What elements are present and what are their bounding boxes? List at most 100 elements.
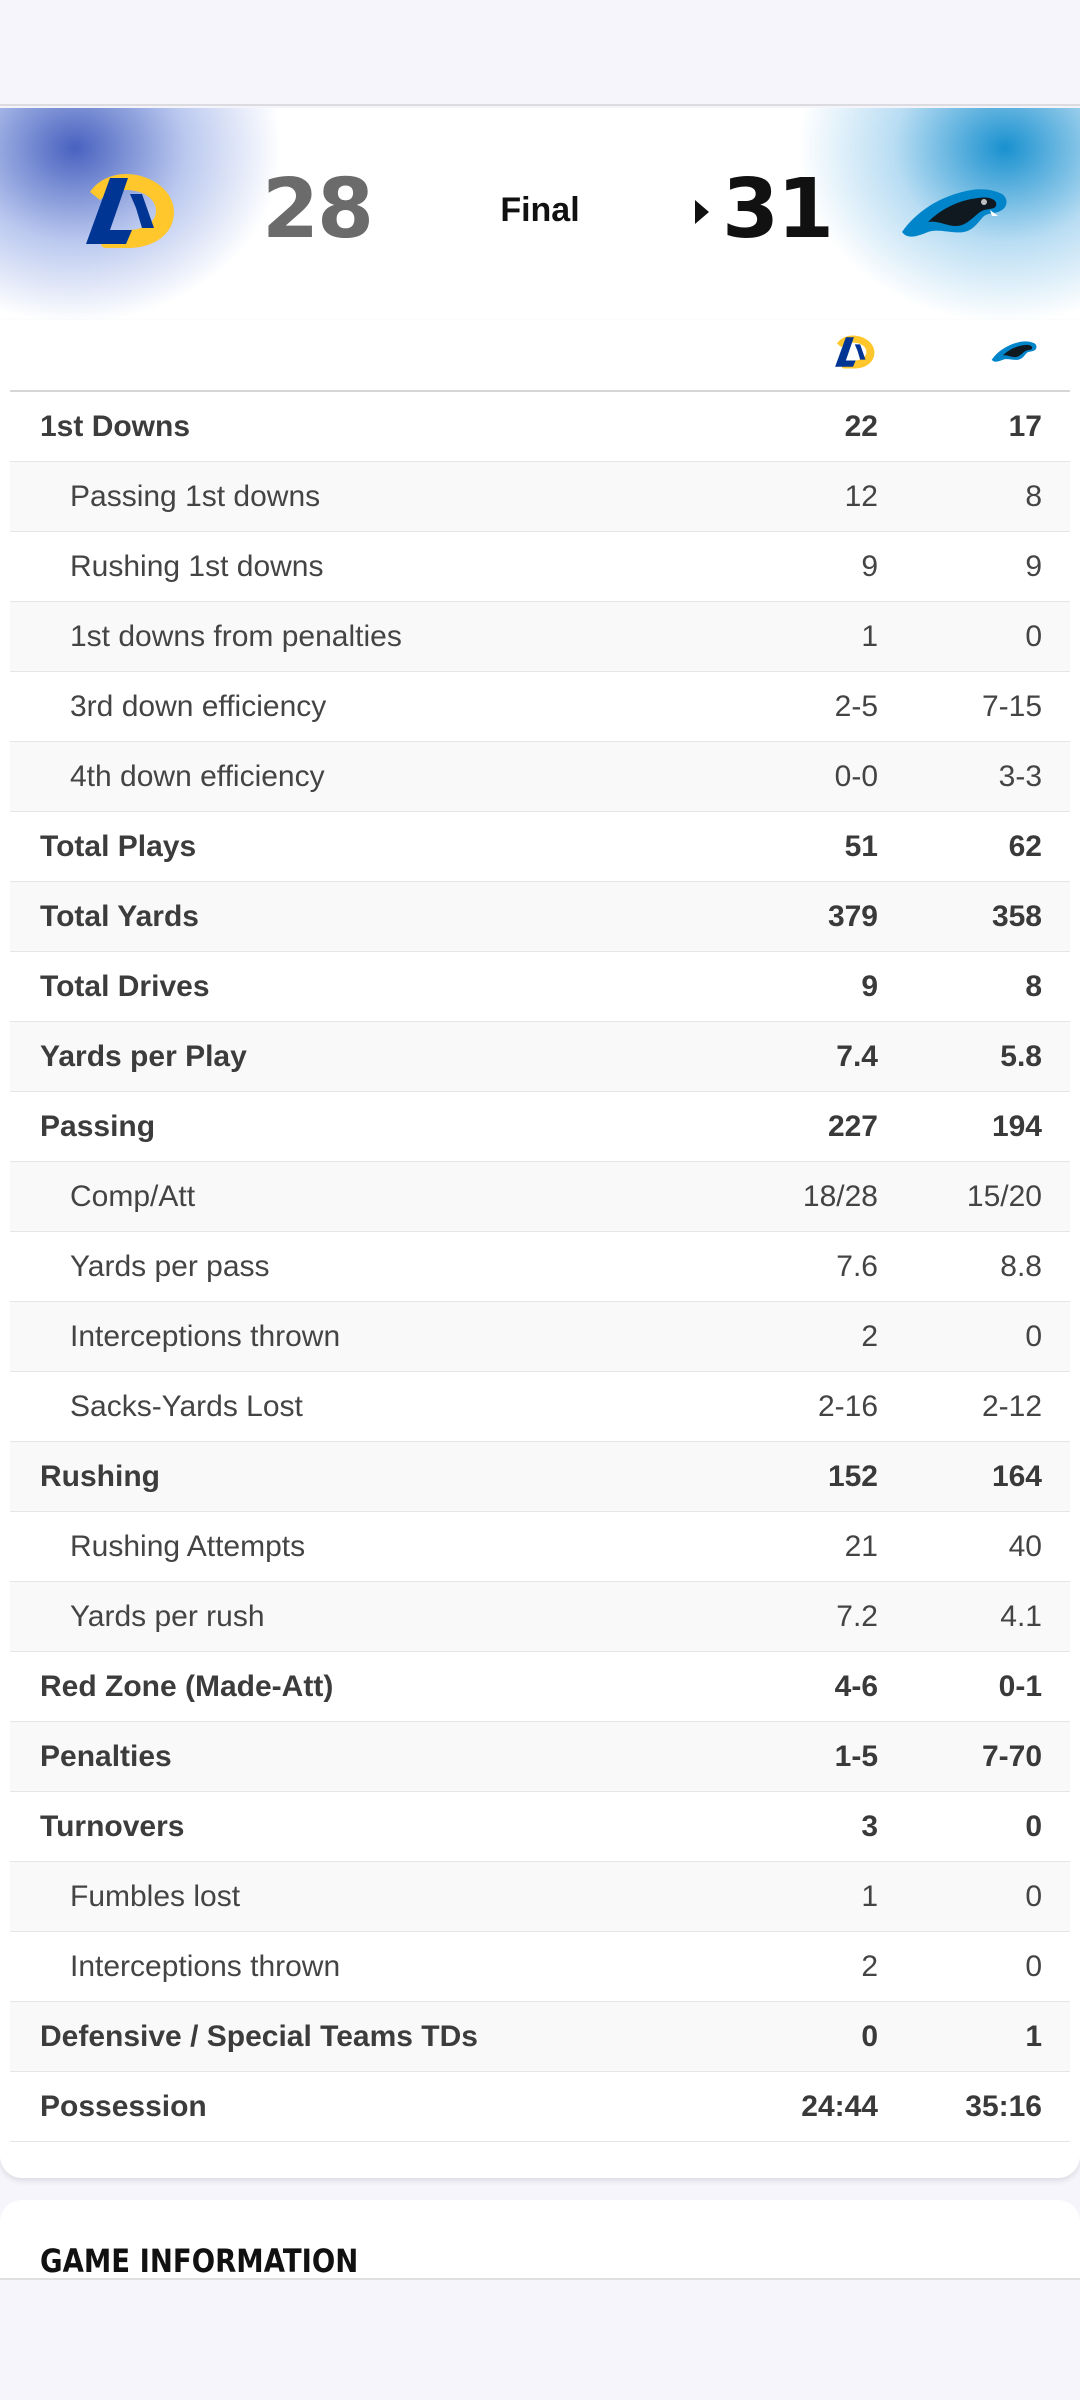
stat-label: Turnovers — [40, 1810, 185, 1843]
rams-logo-icon[interactable] — [70, 168, 182, 254]
stat-label: Penalties — [40, 1740, 172, 1773]
stat-label: Total Yards — [40, 900, 199, 933]
home-stat-value: 3-3 — [998, 760, 1042, 793]
away-stat-value: 2 — [861, 1950, 878, 1983]
team-stats-card: 1st Downs 22 17 Passing 1st downs 12 8 Rushing… — [0, 320, 1080, 2178]
home-stat-value: 35:16 — [965, 2090, 1042, 2123]
home-stat-value: 2-12 — [981, 1390, 1042, 1423]
away-stat-value: 152 — [827, 1460, 878, 1493]
away-stat-value: 51 — [844, 830, 878, 863]
stat-row: Total Yards 379 358 — [10, 882, 1070, 952]
away-score: 28 — [262, 162, 374, 257]
away-stat-value: 18/28 — [802, 1180, 878, 1213]
stat-label: Passing — [40, 1110, 156, 1143]
home-stat-value: 164 — [991, 1460, 1042, 1493]
stat-row: Yards per rush 7.2 4.1 — [10, 1582, 1070, 1652]
stat-label: 1st Downs — [40, 410, 191, 443]
stat-row: Yards per pass 7.6 8.8 — [10, 1232, 1070, 1302]
away-stat-value: 2-5 — [834, 690, 878, 723]
home-stat-value: 7-70 — [981, 1740, 1042, 1773]
stat-label: Comp/Att — [70, 1180, 196, 1213]
away-stat-value: 7.6 — [836, 1250, 878, 1283]
stat-label: Rushing — [40, 1460, 160, 1493]
stat-label: Red Zone (Made-Att) — [40, 1670, 334, 1703]
stat-row: Interceptions thrown 2 0 — [10, 1302, 1070, 1372]
home-stat-value: 0 — [1025, 1810, 1042, 1843]
home-score: 31 — [722, 162, 834, 257]
stat-row: Rushing 1st downs 9 9 — [10, 532, 1070, 602]
home-stat-value: 0 — [1025, 1950, 1042, 1983]
home-stat-value: 0 — [1025, 1880, 1042, 1913]
stat-row: Red Zone (Made-Att) 4-6 0-1 — [10, 1652, 1070, 1722]
stat-label: Defensive / Special Teams TDs — [40, 2020, 478, 2053]
stat-label: Interceptions thrown — [70, 1950, 341, 1983]
home-stat-value: 17 — [1008, 410, 1042, 443]
home-stat-value: 5.8 — [1000, 1040, 1042, 1073]
stat-label: Yards per Play — [40, 1040, 247, 1073]
stat-row: Yards per Play 7.4 5.8 — [10, 1022, 1070, 1092]
stat-row: Passing 1st downs 12 8 — [10, 462, 1070, 532]
away-stat-value: 3 — [861, 1810, 878, 1843]
top-app-bar — [0, 0, 1080, 106]
stat-row: Passing 227 194 — [10, 1092, 1070, 1162]
home-stat-value: 8 — [1025, 480, 1042, 513]
home-stat-value: 8 — [1025, 970, 1042, 1003]
rams-logo-icon — [835, 335, 875, 369]
home-stat-value: 1 — [1025, 2020, 1042, 2053]
stat-label: Yards per pass — [70, 1250, 270, 1283]
stat-label: Total Plays — [40, 830, 197, 863]
team-column-header — [10, 320, 1070, 392]
stat-row: 1st downs from penalties 1 0 — [10, 602, 1070, 672]
stat-row: Rushing 152 164 — [10, 1442, 1070, 1512]
game-information-card: GAME INFORMATION — [0, 2200, 1080, 2280]
away-stat-value: 4-6 — [834, 1670, 878, 1703]
stat-label: Rushing 1st downs — [70, 550, 324, 583]
home-stat-value: 0 — [1025, 1320, 1042, 1353]
away-stat-value: 1-5 — [834, 1740, 878, 1773]
stat-label: Interceptions thrown — [70, 1320, 341, 1353]
home-stat-value: 7-15 — [981, 690, 1042, 723]
stat-row: Comp/Att 18/28 15/20 — [10, 1162, 1070, 1232]
stat-row: Turnovers 3 0 — [10, 1792, 1070, 1862]
stat-row: Total Plays 51 62 — [10, 812, 1070, 882]
away-stat-value: 21 — [844, 1530, 878, 1563]
stat-row: 1st Downs 22 17 — [10, 392, 1070, 462]
stat-row: 4th down efficiency 0-0 3-3 — [10, 742, 1070, 812]
away-stat-value: 1 — [861, 620, 878, 653]
stat-row: Possession 24:44 35:16 — [10, 2072, 1070, 2142]
away-team-color-glow — [0, 108, 300, 320]
away-stat-value: 2-16 — [817, 1390, 878, 1423]
home-stat-value: 8.8 — [1000, 1250, 1042, 1283]
stat-row: Total Drives 9 8 — [10, 952, 1070, 1022]
stat-row: Sacks-Yards Lost 2-16 2-12 — [10, 1372, 1070, 1442]
home-stat-value: 194 — [991, 1110, 1042, 1143]
stat-row: Rushing Attempts 21 40 — [10, 1512, 1070, 1582]
stat-label: Rushing Attempts — [70, 1530, 306, 1563]
away-stat-value: 379 — [827, 900, 878, 933]
away-stat-value: 9 — [861, 550, 878, 583]
away-stat-value: 7.2 — [836, 1600, 878, 1633]
panthers-logo-icon[interactable] — [898, 182, 1010, 246]
home-stat-value: 40 — [1008, 1530, 1042, 1563]
stat-row: Defensive / Special Teams TDs 0 1 — [10, 2002, 1070, 2072]
stat-label: Passing 1st downs — [70, 480, 321, 513]
stat-label: Sacks-Yards Lost — [70, 1390, 303, 1423]
away-stat-value: 227 — [827, 1110, 878, 1143]
stat-label: Total Drives — [40, 970, 210, 1003]
stat-label: 4th down efficiency — [70, 760, 325, 793]
away-stat-value: 7.4 — [836, 1040, 878, 1073]
away-stat-value: 1 — [861, 1880, 878, 1913]
stat-label: Yards per rush — [70, 1600, 265, 1633]
stat-label: Fumbles lost — [70, 1880, 241, 1913]
stats-table: 1st Downs 22 17 Passing 1st downs 12 8 Rushing… — [10, 392, 1070, 2142]
home-stat-value: 4.1 — [1000, 1600, 1042, 1633]
away-stat-value: 9 — [861, 970, 878, 1003]
away-stat-value: 0-0 — [834, 760, 878, 793]
stat-label: Possession — [40, 2090, 207, 2123]
panthers-logo-icon — [991, 341, 1037, 362]
home-stat-value: 358 — [991, 900, 1042, 933]
stat-row: Interceptions thrown 2 0 — [10, 1932, 1070, 2002]
away-stat-value: 0 — [861, 2020, 878, 2053]
home-stat-value: 0-1 — [998, 1670, 1042, 1703]
stat-label: 1st downs from penalties — [70, 620, 402, 653]
